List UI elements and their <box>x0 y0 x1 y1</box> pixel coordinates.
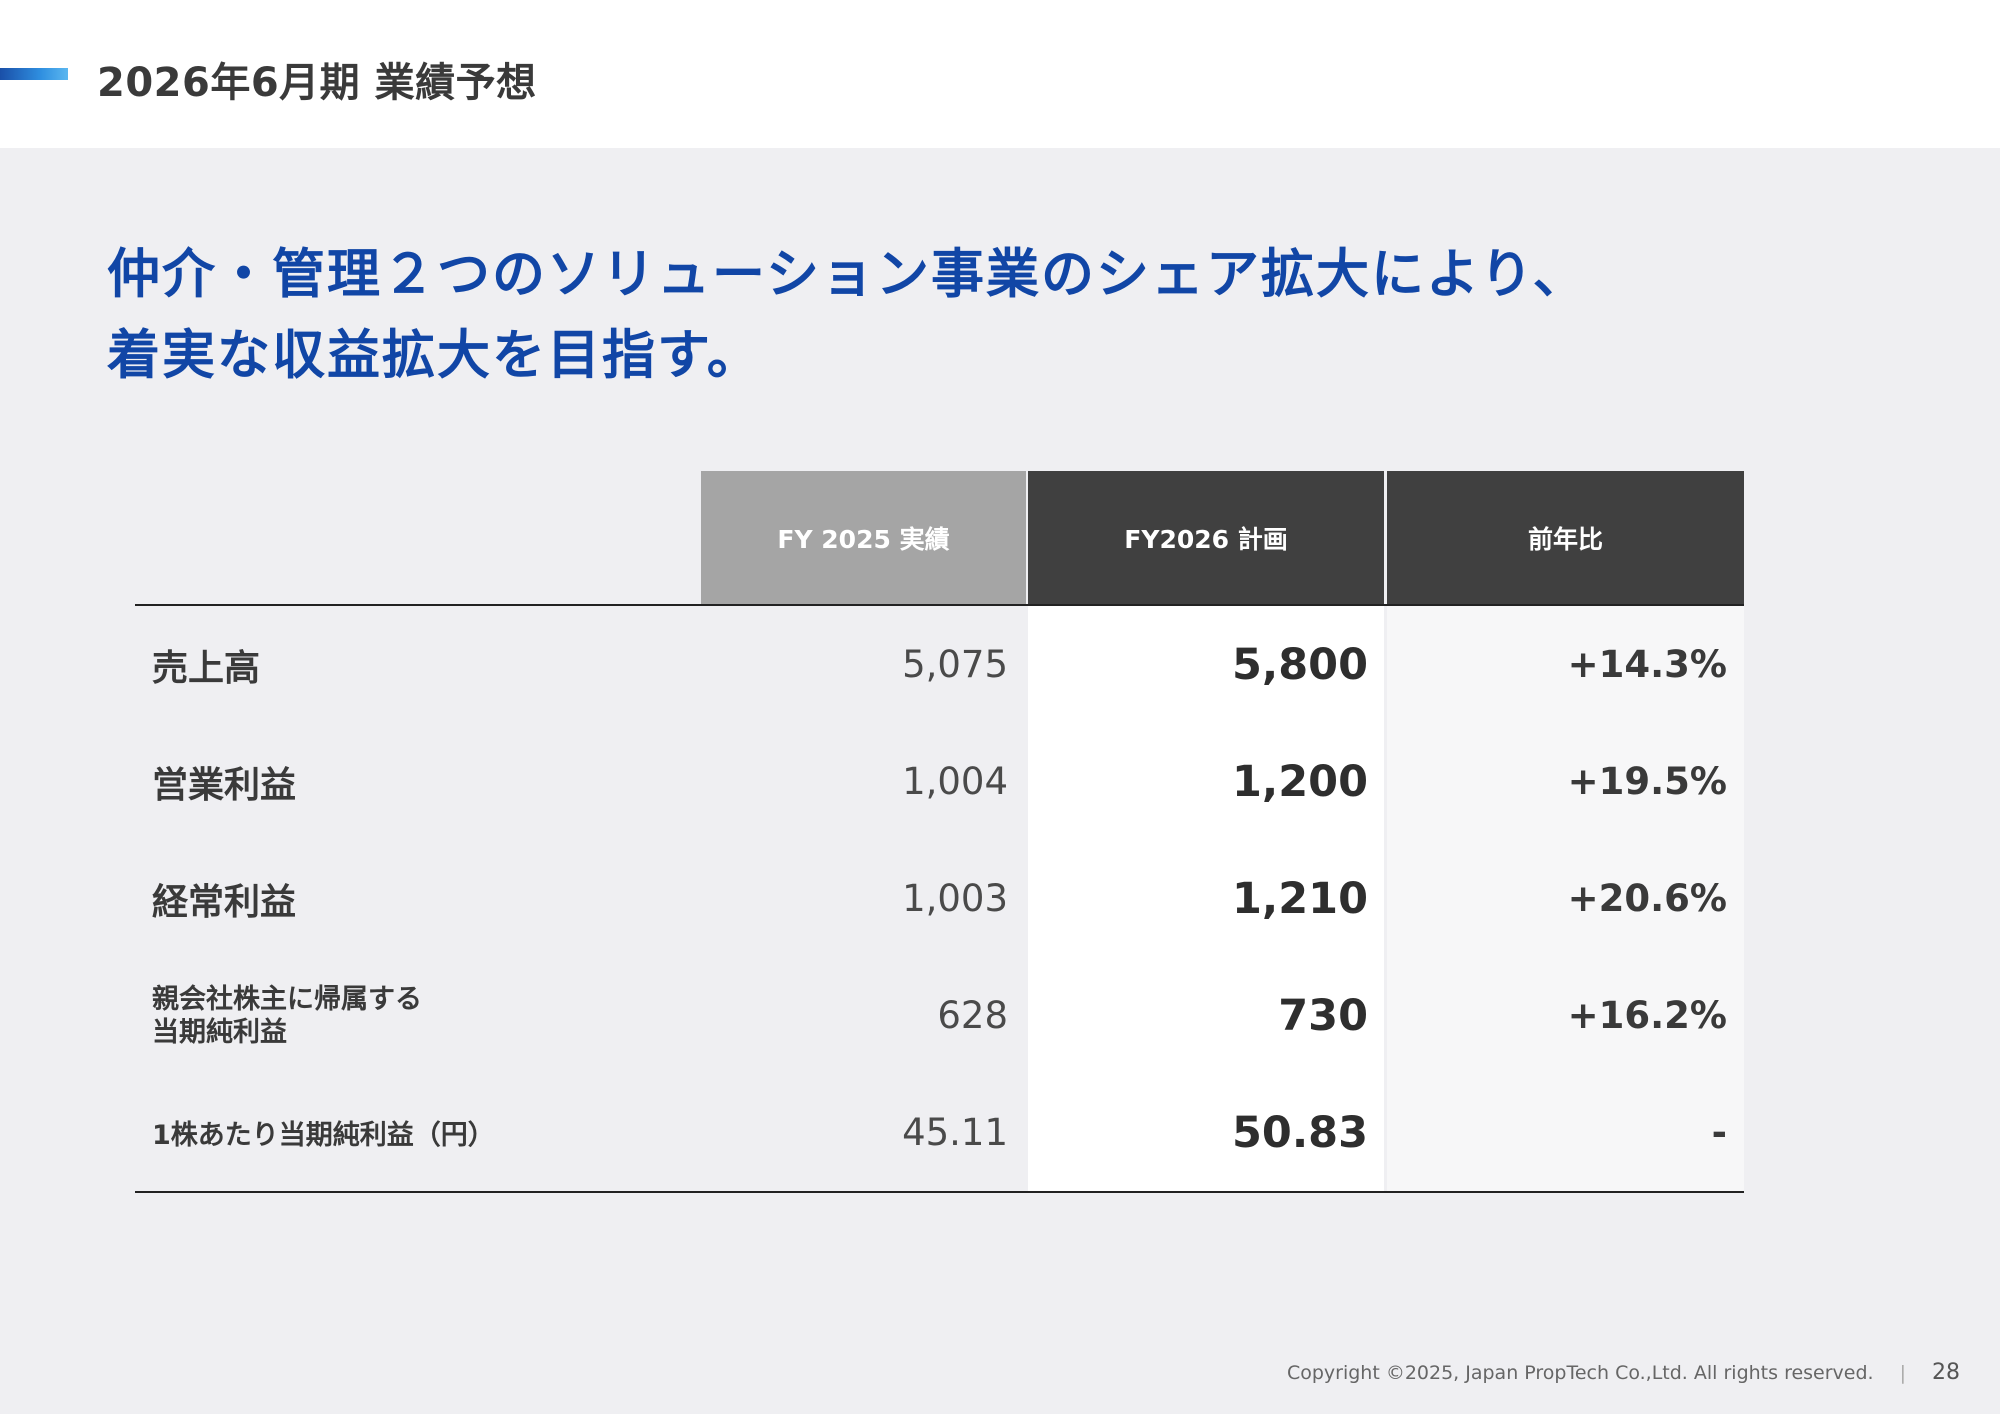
yoy-value: +19.5% <box>1567 760 1727 803</box>
footer: Copyright ©2025, Japan PropTech Co.,Ltd.… <box>1287 1360 1960 1385</box>
row-label: 売上高 <box>152 647 261 689</box>
row-label-line-1: 親会社株主に帰属する <box>152 983 422 1015</box>
column-header-fy2025-actual: FY 2025 実績 <box>701 471 1026 605</box>
headline-line-1: 仲介・管理２つのソリューション事業のシェア拡大により、 <box>107 244 1588 305</box>
headline-line-2: 着実な収益拡大を目指す。 <box>107 325 762 386</box>
accent-bar <box>0 68 68 80</box>
plan-value: 730 <box>1278 990 1368 1041</box>
page-title: 2026年6月期 業績予想 <box>97 60 537 106</box>
plan-value: 5,800 <box>1231 639 1368 690</box>
yoy-value: +20.6% <box>1567 877 1727 920</box>
copyright-text: Copyright ©2025, Japan PropTech Co.,Ltd.… <box>1286 1361 1874 1384</box>
plan-column-background <box>1028 606 1384 1192</box>
plan-value: 50.83 <box>1231 1107 1368 1158</box>
column-header-yoy: 前年比 <box>1387 471 1744 605</box>
actual-value: 1,003 <box>902 877 1008 920</box>
yoy-value: - <box>1711 1111 1727 1154</box>
table-bottom-rule <box>135 1191 1744 1193</box>
yoy-value: +14.3% <box>1567 643 1727 686</box>
actual-value: 5,075 <box>902 643 1008 686</box>
page-number: 28 <box>1932 1360 1960 1385</box>
plan-value: 1,210 <box>1231 873 1368 924</box>
table-row-ordinary-profit: 経常利益 1,003 1,210 +20.6% <box>135 840 1744 957</box>
header: 2026年6月期 業績予想 <box>0 0 2000 148</box>
row-label: 親会社株主に帰属する 当期純利益 <box>152 957 422 1074</box>
row-label: 営業利益 <box>152 764 297 806</box>
table-row-eps: 1株あたり当期純利益（円） 45.11 50.83 - <box>135 1074 1744 1191</box>
actual-value: 45.11 <box>902 1111 1008 1154</box>
yoy-value: +16.2% <box>1567 994 1727 1037</box>
table-row-operating-profit: 営業利益 1,004 1,200 +19.5% <box>135 723 1744 840</box>
table-row-net-income: 親会社株主に帰属する 当期純利益 628 730 +16.2% <box>135 957 1744 1074</box>
footer-separator: | <box>1899 1361 1906 1384</box>
column-header-fy2026-plan: FY2026 計画 <box>1028 471 1384 605</box>
table-row-sales: 売上高 5,075 5,800 +14.3% <box>135 606 1744 723</box>
actual-value: 1,004 <box>902 760 1008 803</box>
table-top-rule <box>135 604 1744 606</box>
row-label: 経常利益 <box>152 881 297 923</box>
plan-value: 1,200 <box>1231 756 1368 807</box>
row-label: 1株あたり当期純利益（円） <box>152 1120 495 1151</box>
yoy-column-background <box>1387 606 1744 1192</box>
headline: 仲介・管理２つのソリューション事業のシェア拡大により、 着実な収益拡大を目指す。 <box>107 234 1807 396</box>
actual-value: 628 <box>937 994 1008 1037</box>
row-label-line-2: 当期純利益 <box>152 1016 287 1048</box>
